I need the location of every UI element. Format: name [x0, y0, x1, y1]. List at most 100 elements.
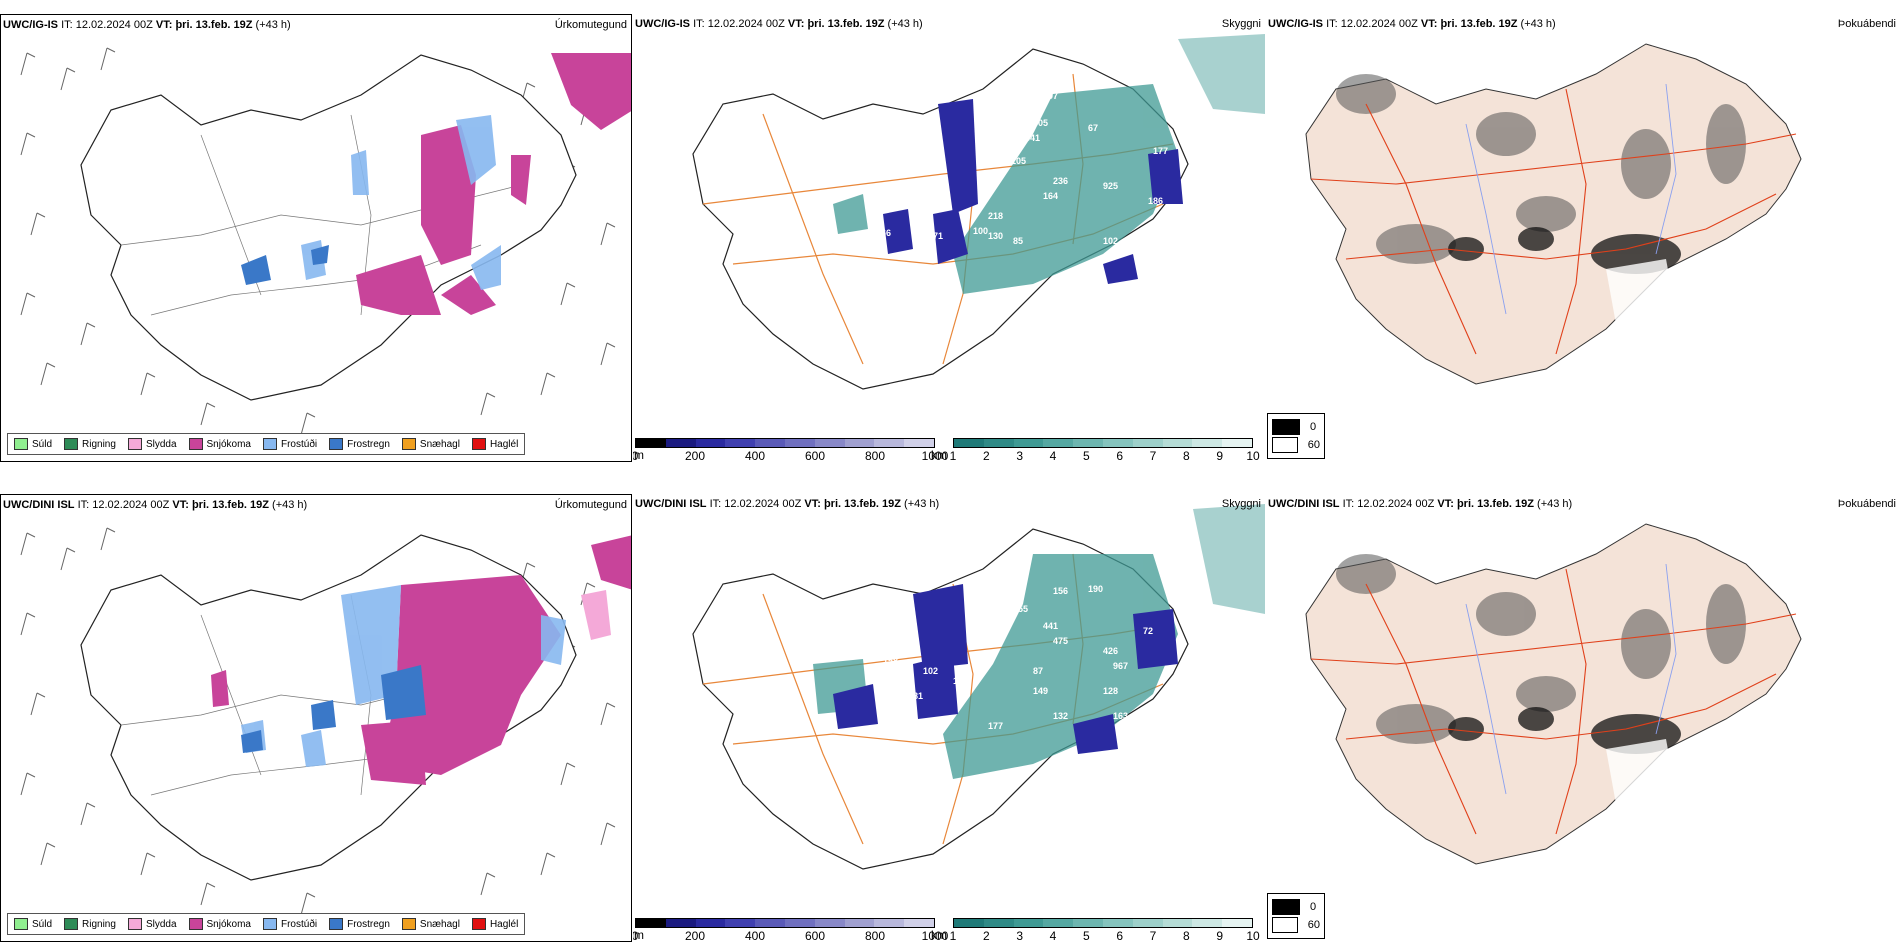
ceiling-value-label: 426 [1103, 646, 1118, 656]
colorbar-tick: 9 [1216, 449, 1223, 462]
colorbar-segment [665, 439, 696, 447]
panel-header: UWC/DINI ISL IT: 12.02.2024 00Z VT: þri.… [635, 498, 940, 510]
panel-title: Þokuábendi [1837, 498, 1896, 510]
legend-item: Snæhagl [401, 438, 460, 450]
colorbar-tick: 0 [633, 449, 639, 462]
panel-header: UWC/DINI ISL IT: 12.02.2024 00Z VT: þri.… [1268, 498, 1573, 510]
colorbar-segment [755, 439, 785, 447]
colorbar-segment [1162, 919, 1193, 927]
colorbar-segment [725, 919, 756, 927]
precip-type-panel-top: UWC/IG-IS IT: 12.02.2024 00Z VT: þri. 13… [0, 14, 632, 462]
colorbar-segment [1073, 919, 1103, 927]
swatch [471, 918, 486, 930]
ceiling-value-label: 156 [1053, 586, 1068, 596]
swatch [329, 918, 344, 930]
swatch [1272, 899, 1300, 915]
panel-header: UWC/IG-IS IT: 12.02.2024 00Z VT: þri. 13… [3, 19, 291, 31]
iceland-outline [80, 54, 577, 401]
ceiling-value-label: 164 [1043, 191, 1058, 201]
swatch [1272, 437, 1298, 453]
legend-item: Haglél [471, 438, 518, 450]
ceiling-value-label: 190 [1088, 584, 1103, 594]
ceiling-colorbar: 0 200 400 600 800 1000 m [633, 918, 948, 942]
ceiling-value-label: 87 [1033, 666, 1043, 676]
legend-item: Snjókoma [188, 918, 251, 930]
colorbar-tick: 7 [1149, 929, 1157, 942]
precip-type-panel-bottom: UWC/DINI ISL IT: 12.02.2024 00Z VT: þri.… [0, 494, 632, 942]
panel-title: Skyggni [1221, 498, 1261, 510]
colorbar-tick: 8 [1182, 929, 1190, 942]
ceiling-value-label: 475 [1053, 636, 1068, 646]
ceiling-value-label: 805 [1033, 118, 1048, 128]
snow-areas [356, 53, 631, 315]
ceiling-value-label: 925 [1103, 181, 1118, 191]
colorbar-segment [1043, 439, 1074, 447]
colorbar-tick: 7 [1149, 449, 1157, 462]
ceiling-value-label: 967 [1113, 661, 1128, 671]
legend-item: Slydda [127, 438, 177, 450]
colorbar-tick: 2 [982, 929, 990, 942]
colorbar-tick: 6 [1116, 449, 1123, 462]
swatch [401, 918, 416, 930]
colorbar-segment [755, 919, 785, 927]
swatch [188, 438, 203, 450]
ceiling-panel-top: UWC/IG-IS IT: 12.02.2024 00Z VT: þri. 13… [633, 14, 1265, 462]
colorbar-segment [954, 919, 984, 927]
fog-map [1305, 43, 1802, 385]
precip-legend: Súld Rigning Slydda Snjókoma Frostúði Fr… [7, 913, 526, 935]
ceiling-value-label: 186 [1148, 196, 1163, 206]
fog-legend-top: 0 60 [1267, 413, 1325, 459]
colorbar-tick: 3 [1016, 929, 1023, 942]
colorbar-segment [695, 439, 726, 447]
fog-panel-bottom: UWC/DINI ISL IT: 12.02.2024 00Z VT: þri.… [1266, 494, 1900, 942]
ceiling-value-label: 149 [1025, 101, 1040, 111]
legend-item: Snjókoma [188, 438, 251, 450]
swatch [329, 438, 344, 450]
fog-roads [1310, 568, 1797, 835]
ceiling-value-label: 109 [953, 676, 968, 686]
ceiling-value-label: 106 [923, 201, 938, 211]
ceiling-value-label: 102 [1103, 236, 1118, 246]
colorbar-segment [784, 919, 815, 927]
ceiling-value-label: 103 [883, 691, 898, 701]
legend-item: Súld [14, 918, 52, 930]
colorbar-segment [1043, 919, 1074, 927]
panel-header: UWC/IG-IS IT: 12.02.2024 00Z VT: þri. 13… [1268, 18, 1556, 30]
glacier-clear [1606, 739, 1676, 804]
ceiling-value-label: 441 [1043, 621, 1058, 631]
legend-item: Súld [14, 438, 52, 450]
colorbar-segment [1162, 439, 1193, 447]
colorbar-tick: 200 [684, 929, 706, 942]
swatch [14, 438, 28, 450]
colorbar-tick: 6 [1116, 929, 1123, 942]
colorbar-segment [695, 919, 726, 927]
ceiling-value-label: 149 [1033, 686, 1048, 696]
colorbar-tick: 1000 [921, 449, 949, 462]
ceiling-value-label: 132 [1053, 711, 1068, 721]
low-cloud-areas [883, 99, 1183, 284]
colorbar-segment [725, 439, 756, 447]
legend-item: Frostregn [329, 918, 390, 930]
colorbar-tick: 4 [1049, 449, 1057, 462]
ceiling-value-label: 184 [913, 186, 928, 196]
colorbar-tick: 10 [1246, 929, 1260, 942]
ceiling-value-label: 236 [1053, 176, 1068, 186]
colorbar-tick: 600 [804, 449, 826, 462]
colorbar-segment [636, 439, 666, 447]
ceiling-value-label: 66 [881, 228, 891, 238]
precip-map [20, 47, 631, 447]
colorbar-tick: 3 [1016, 449, 1023, 462]
frost-rain-areas [241, 665, 426, 753]
colorbar-tick: 800 [864, 929, 886, 942]
colorbar-tick: 200 [684, 449, 706, 462]
ceiling-value-label: 102 [923, 666, 938, 676]
legend-item: Frostúði [262, 438, 317, 450]
ceiling-value-label: 163 [1113, 711, 1128, 721]
slydda-areas [581, 590, 611, 640]
colorbar-segment [874, 919, 905, 927]
colorbar-tick: 1000 [921, 929, 949, 942]
colorbar-segment [983, 439, 1014, 447]
fog-roads [1310, 88, 1797, 355]
swatch [127, 438, 142, 450]
